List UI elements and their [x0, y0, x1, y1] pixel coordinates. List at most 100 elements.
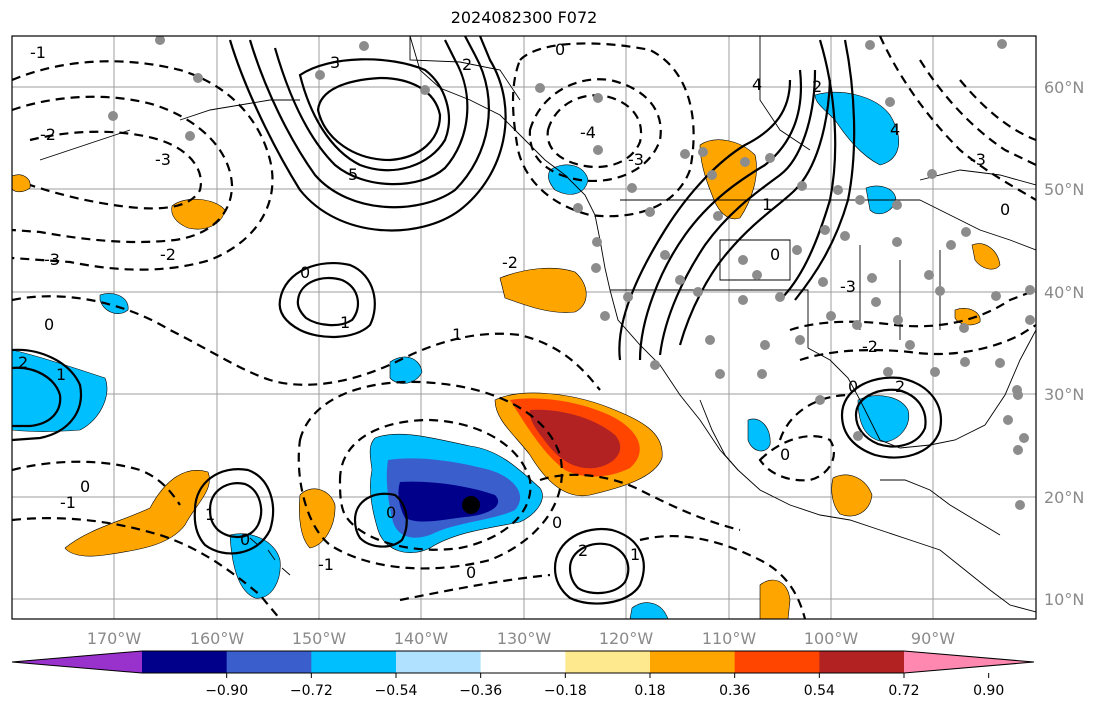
- positive-anomaly-central-america: [759, 579, 791, 619]
- contour-label: 1: [630, 545, 640, 564]
- contour-label: -1: [60, 493, 76, 512]
- lon-label: 120°W: [599, 629, 654, 648]
- contour-label: 2: [462, 55, 472, 74]
- colorbar-swatch: [480, 651, 566, 673]
- contour-positive-central-pacific: [278, 261, 376, 339]
- map-title: 2024082300 F072: [450, 8, 598, 27]
- lat-label: 30°N: [1044, 385, 1084, 404]
- contour-label: -3: [44, 250, 60, 269]
- contour-negative-gulf-alaska: [528, 78, 662, 182]
- lon-label: 140°W: [394, 629, 449, 648]
- contour-negative-east-3: [959, 79, 1036, 142]
- contour-label: 0: [555, 40, 565, 59]
- colorbar-swatch: [650, 651, 736, 673]
- colorbar-tick-label: −0.72: [290, 683, 333, 699]
- contour-label: 1: [340, 313, 350, 332]
- contour-negative-gulf-alaska-3: [511, 42, 695, 218]
- contour-label: 0: [770, 245, 780, 264]
- contour-positive-tropical-inner: [568, 542, 630, 595]
- contour-label: 1: [452, 325, 462, 344]
- colorbar-tick-label: 0.72: [888, 683, 919, 699]
- contour-positive-north-canada: [779, 39, 837, 301]
- colorbar-tick-label: −0.36: [459, 683, 502, 699]
- contour-label: 2: [895, 377, 905, 396]
- negative-anomaly-cpac-north: [389, 356, 423, 384]
- lon-label: 100°W: [804, 629, 859, 648]
- lat-label: 50°N: [1044, 180, 1084, 199]
- contour-label: -3: [628, 150, 644, 169]
- contour-positive-hawaii-inner: [208, 482, 263, 538]
- storm-center-marker: [462, 496, 480, 514]
- contour-negative-baja: [539, 473, 741, 532]
- contour-negative-mid-pacific: [12, 295, 601, 391]
- contour-label: 2: [812, 77, 822, 96]
- map-panel: 3 5 2 -4 0 -3 -2 1 0 1 0 2 1 -3 -2 -3 -2…: [12, 36, 1036, 619]
- lat-label: 40°N: [1044, 283, 1084, 302]
- contour-negative-subtropics: [12, 460, 181, 506]
- contour-label: 4: [752, 75, 762, 94]
- colorbar-tick-label: 0.36: [719, 683, 750, 699]
- contour-label: -2: [160, 245, 176, 264]
- colorbar-extend-max: [904, 651, 1034, 673]
- contour-positive-west-inner: [12, 366, 62, 428]
- contour-positive-us-3: [658, 69, 817, 356]
- contour-label: 2: [578, 541, 588, 560]
- lon-label: 110°W: [702, 629, 757, 648]
- lat-label: 10°N: [1044, 590, 1084, 609]
- contour-label: -3: [155, 150, 171, 169]
- contour-positive-tropical: [553, 527, 645, 605]
- lon-label: 90°W: [911, 629, 955, 648]
- negative-anomaly-bc-coast: [548, 164, 589, 195]
- positive-anomaly-hawaii-west: [64, 470, 210, 557]
- negative-anomaly-south-edge: [629, 602, 669, 619]
- colorbar-extend-min: [12, 651, 142, 673]
- contour-label: -3: [970, 150, 986, 169]
- contour-label: -2: [40, 125, 56, 144]
- contour-positive-ridge-4: [298, 58, 450, 172]
- contour-negative-cpac-blob-2: [297, 380, 563, 570]
- colorbar-swatch: [396, 651, 482, 673]
- contour-negative-east: [878, 36, 1036, 201]
- latitude-labels: 60°N 50°N 40°N 30°N 20°N 10°N: [1044, 78, 1084, 609]
- contour-label: 0: [240, 530, 250, 549]
- contour-label: 0: [300, 263, 310, 282]
- positive-anomaly-texas-south: [831, 474, 873, 517]
- contour-negative-gulf-alaska-2: [546, 94, 643, 168]
- colorbar-tick-label: 0.54: [804, 683, 835, 699]
- contour-positive-hawaii: [193, 468, 275, 555]
- contour-negative-wpac-3: [29, 130, 203, 210]
- contour-positive-us-2: [638, 69, 802, 361]
- contour-negative-southeast: [789, 288, 1036, 332]
- contour-negative-south: [399, 573, 551, 602]
- contour-label: 3: [330, 53, 340, 72]
- contour-positive-gulf: [840, 376, 943, 459]
- contour-negative-wpac-2: [12, 95, 234, 244]
- contour-label: 0: [44, 315, 54, 334]
- lon-label: 130°W: [497, 629, 552, 648]
- negative-anomaly-hudson: [814, 92, 899, 166]
- contour-label: 1: [56, 365, 66, 384]
- contour-positive-central-pacific-inner: [296, 276, 360, 327]
- contour-positive-ridge-3: [273, 39, 469, 186]
- lat-label: 20°N: [1044, 488, 1084, 507]
- negative-anomaly-gulf: [857, 395, 910, 443]
- contour-label: -1: [30, 43, 46, 62]
- contour-value-labels: 3 5 2 -4 0 -3 -2 1 0 1 0 2 1 -3 -2 -3 -2…: [18, 40, 1010, 582]
- contour-positive-ridge-outer: [228, 36, 507, 232]
- contour-negative-mexico: [758, 435, 836, 482]
- colorbar-swatch: [142, 651, 228, 673]
- contour-label: 1: [205, 505, 215, 524]
- contour-label: -2: [502, 253, 518, 272]
- contour-positive-ridge-core: [316, 76, 442, 162]
- contour-negative-wpac-1: [12, 60, 274, 271]
- contour-positive-ridge-2: [248, 36, 490, 209]
- contour-label: 0: [780, 445, 790, 464]
- contour-label: 0: [80, 477, 90, 496]
- contour-negative-east-2: [919, 59, 1036, 166]
- contour-label: 5: [348, 165, 358, 184]
- anomaly-contours: [12, 36, 1036, 619]
- contour-negative-south-2: [639, 534, 807, 619]
- colorbar-tick-label: −0.18: [544, 683, 587, 699]
- contour-negative-gulf-ring: [778, 393, 851, 441]
